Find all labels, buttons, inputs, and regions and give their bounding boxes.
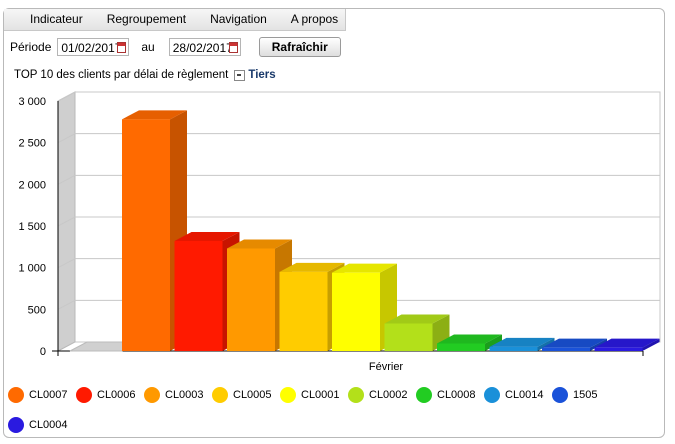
tiers-link[interactable]: Tiers: [248, 69, 276, 81]
legend-item[interactable]: CL0008: [416, 387, 476, 403]
y-tick-label: 3 000: [18, 96, 46, 108]
y-tick-label: 2 500: [18, 138, 46, 150]
bar-chart: 0 500 1 000 1 500 2 000 2 500 3 000 Février: [18, 91, 661, 373]
bar-top: [122, 110, 187, 120]
bar-side: [537, 337, 555, 351]
bar-front: [489, 346, 538, 351]
legend-item[interactable]: CL0001: [280, 387, 340, 403]
bar-top: [227, 239, 292, 249]
chart-subtitle: TOP 10 des clients par délai de règlemen…: [14, 69, 276, 81]
legend-swatch: [8, 387, 24, 403]
period-controls: Période 01/02/2017 au 28/02/2017 Rafraîc…: [10, 36, 341, 58]
y-tick-label: 0: [40, 346, 46, 358]
legend-item[interactable]: CL0014: [484, 387, 544, 403]
bar-CL0014: [489, 337, 555, 351]
legend-label: CL0005: [233, 389, 272, 401]
period-to-label: au: [141, 40, 155, 54]
end-date-value: 28/02/2017: [172, 41, 233, 55]
bar-front: [279, 271, 328, 351]
menu-bar: Indicateur Regroupement Navigation A pro…: [4, 9, 346, 31]
legend-label: CL0006: [97, 389, 136, 401]
menu-a-propos[interactable]: A propos: [290, 12, 339, 26]
bar-1505: [542, 338, 607, 351]
bar-side: [642, 338, 660, 351]
bar-top: [174, 232, 240, 241]
bar-front: [384, 323, 433, 351]
bar-front: [332, 272, 380, 351]
legend-swatch: [76, 387, 92, 403]
refresh-button[interactable]: Rafraîchir: [258, 37, 341, 57]
y-tick-label: 500: [28, 304, 46, 316]
legend-swatch: [144, 387, 160, 403]
legend-label: CL0001: [301, 389, 340, 401]
legend-item[interactable]: CL0004: [8, 417, 68, 433]
gridline: [57, 91, 660, 102]
bar-top: [542, 338, 607, 348]
bar-top: [384, 314, 450, 324]
bar-front: [437, 343, 485, 351]
bar-CL0008: [437, 334, 502, 351]
legend-item[interactable]: CL0006: [76, 387, 136, 403]
start-date-field[interactable]: 01/02/2017: [57, 38, 130, 56]
x-category-label: Février: [369, 361, 404, 373]
legend-swatch: [416, 387, 432, 403]
legend-swatch: [280, 387, 296, 403]
y-tick-label: 2 000: [18, 179, 46, 191]
bar-top: [437, 334, 502, 344]
legend-item[interactable]: CL0003: [144, 387, 204, 403]
menu-regroupement[interactable]: Regroupement: [106, 12, 187, 26]
legend-swatch: [348, 387, 364, 403]
legend-label: CL0014: [505, 389, 544, 401]
bar-front: [174, 241, 223, 351]
calendar-icon[interactable]: [117, 42, 127, 53]
start-date-value: 01/02/2017: [61, 41, 122, 55]
bar-front: [122, 119, 170, 351]
legend-label: 1505: [573, 389, 598, 401]
gridline: [57, 258, 660, 269]
end-date-field[interactable]: 28/02/2017: [168, 38, 241, 56]
legend-label: CL0003: [165, 389, 204, 401]
legend-swatch: [212, 387, 228, 403]
gridline: [57, 133, 660, 144]
legend-label: CL0004: [29, 419, 68, 431]
legend-item[interactable]: 1505: [552, 387, 597, 403]
bar-side: [590, 338, 607, 351]
y-tick-label: 1 500: [18, 221, 46, 233]
period-label: Période: [10, 40, 52, 54]
bar-top: [279, 262, 345, 272]
legend-swatch: [8, 417, 24, 433]
legend-label: CL0002: [369, 389, 408, 401]
legend-swatch: [484, 387, 500, 403]
gridline: [57, 216, 660, 227]
bar-top: [489, 337, 555, 347]
bar-top: [332, 263, 397, 273]
bar-CL0004: [594, 338, 660, 351]
y-tick-label: 1 000: [18, 263, 46, 275]
bar-front: [594, 347, 643, 351]
legend-item[interactable]: CL0005: [212, 387, 272, 403]
subtitle-text: TOP 10 des clients par délai de règlemen…: [14, 69, 229, 81]
menu-navigation[interactable]: Navigation: [210, 12, 267, 26]
legend-swatch: [552, 387, 568, 403]
legend-label: CL0008: [437, 389, 476, 401]
gridline: [57, 299, 660, 310]
calendar-icon[interactable]: [228, 42, 238, 53]
bar-front: [542, 347, 590, 351]
bar-front: [227, 248, 275, 351]
gridline: [57, 174, 660, 185]
legend-label: CL0007: [29, 389, 68, 401]
drilldown-icon[interactable]: [234, 69, 246, 81]
bar-side: [485, 334, 502, 351]
legend-item[interactable]: CL0002: [348, 387, 408, 403]
menu-indicateur[interactable]: Indicateur: [30, 12, 83, 26]
bar-top: [594, 338, 660, 348]
bar-CL0005: [279, 262, 345, 351]
legend-item[interactable]: CL0007: [8, 387, 68, 403]
